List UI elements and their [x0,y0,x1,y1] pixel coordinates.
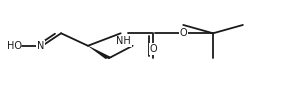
Text: HO: HO [7,41,22,51]
Text: O: O [150,44,157,54]
Polygon shape [88,46,112,59]
Text: N: N [37,41,44,51]
Text: O: O [179,28,187,38]
Text: NH: NH [116,36,131,46]
